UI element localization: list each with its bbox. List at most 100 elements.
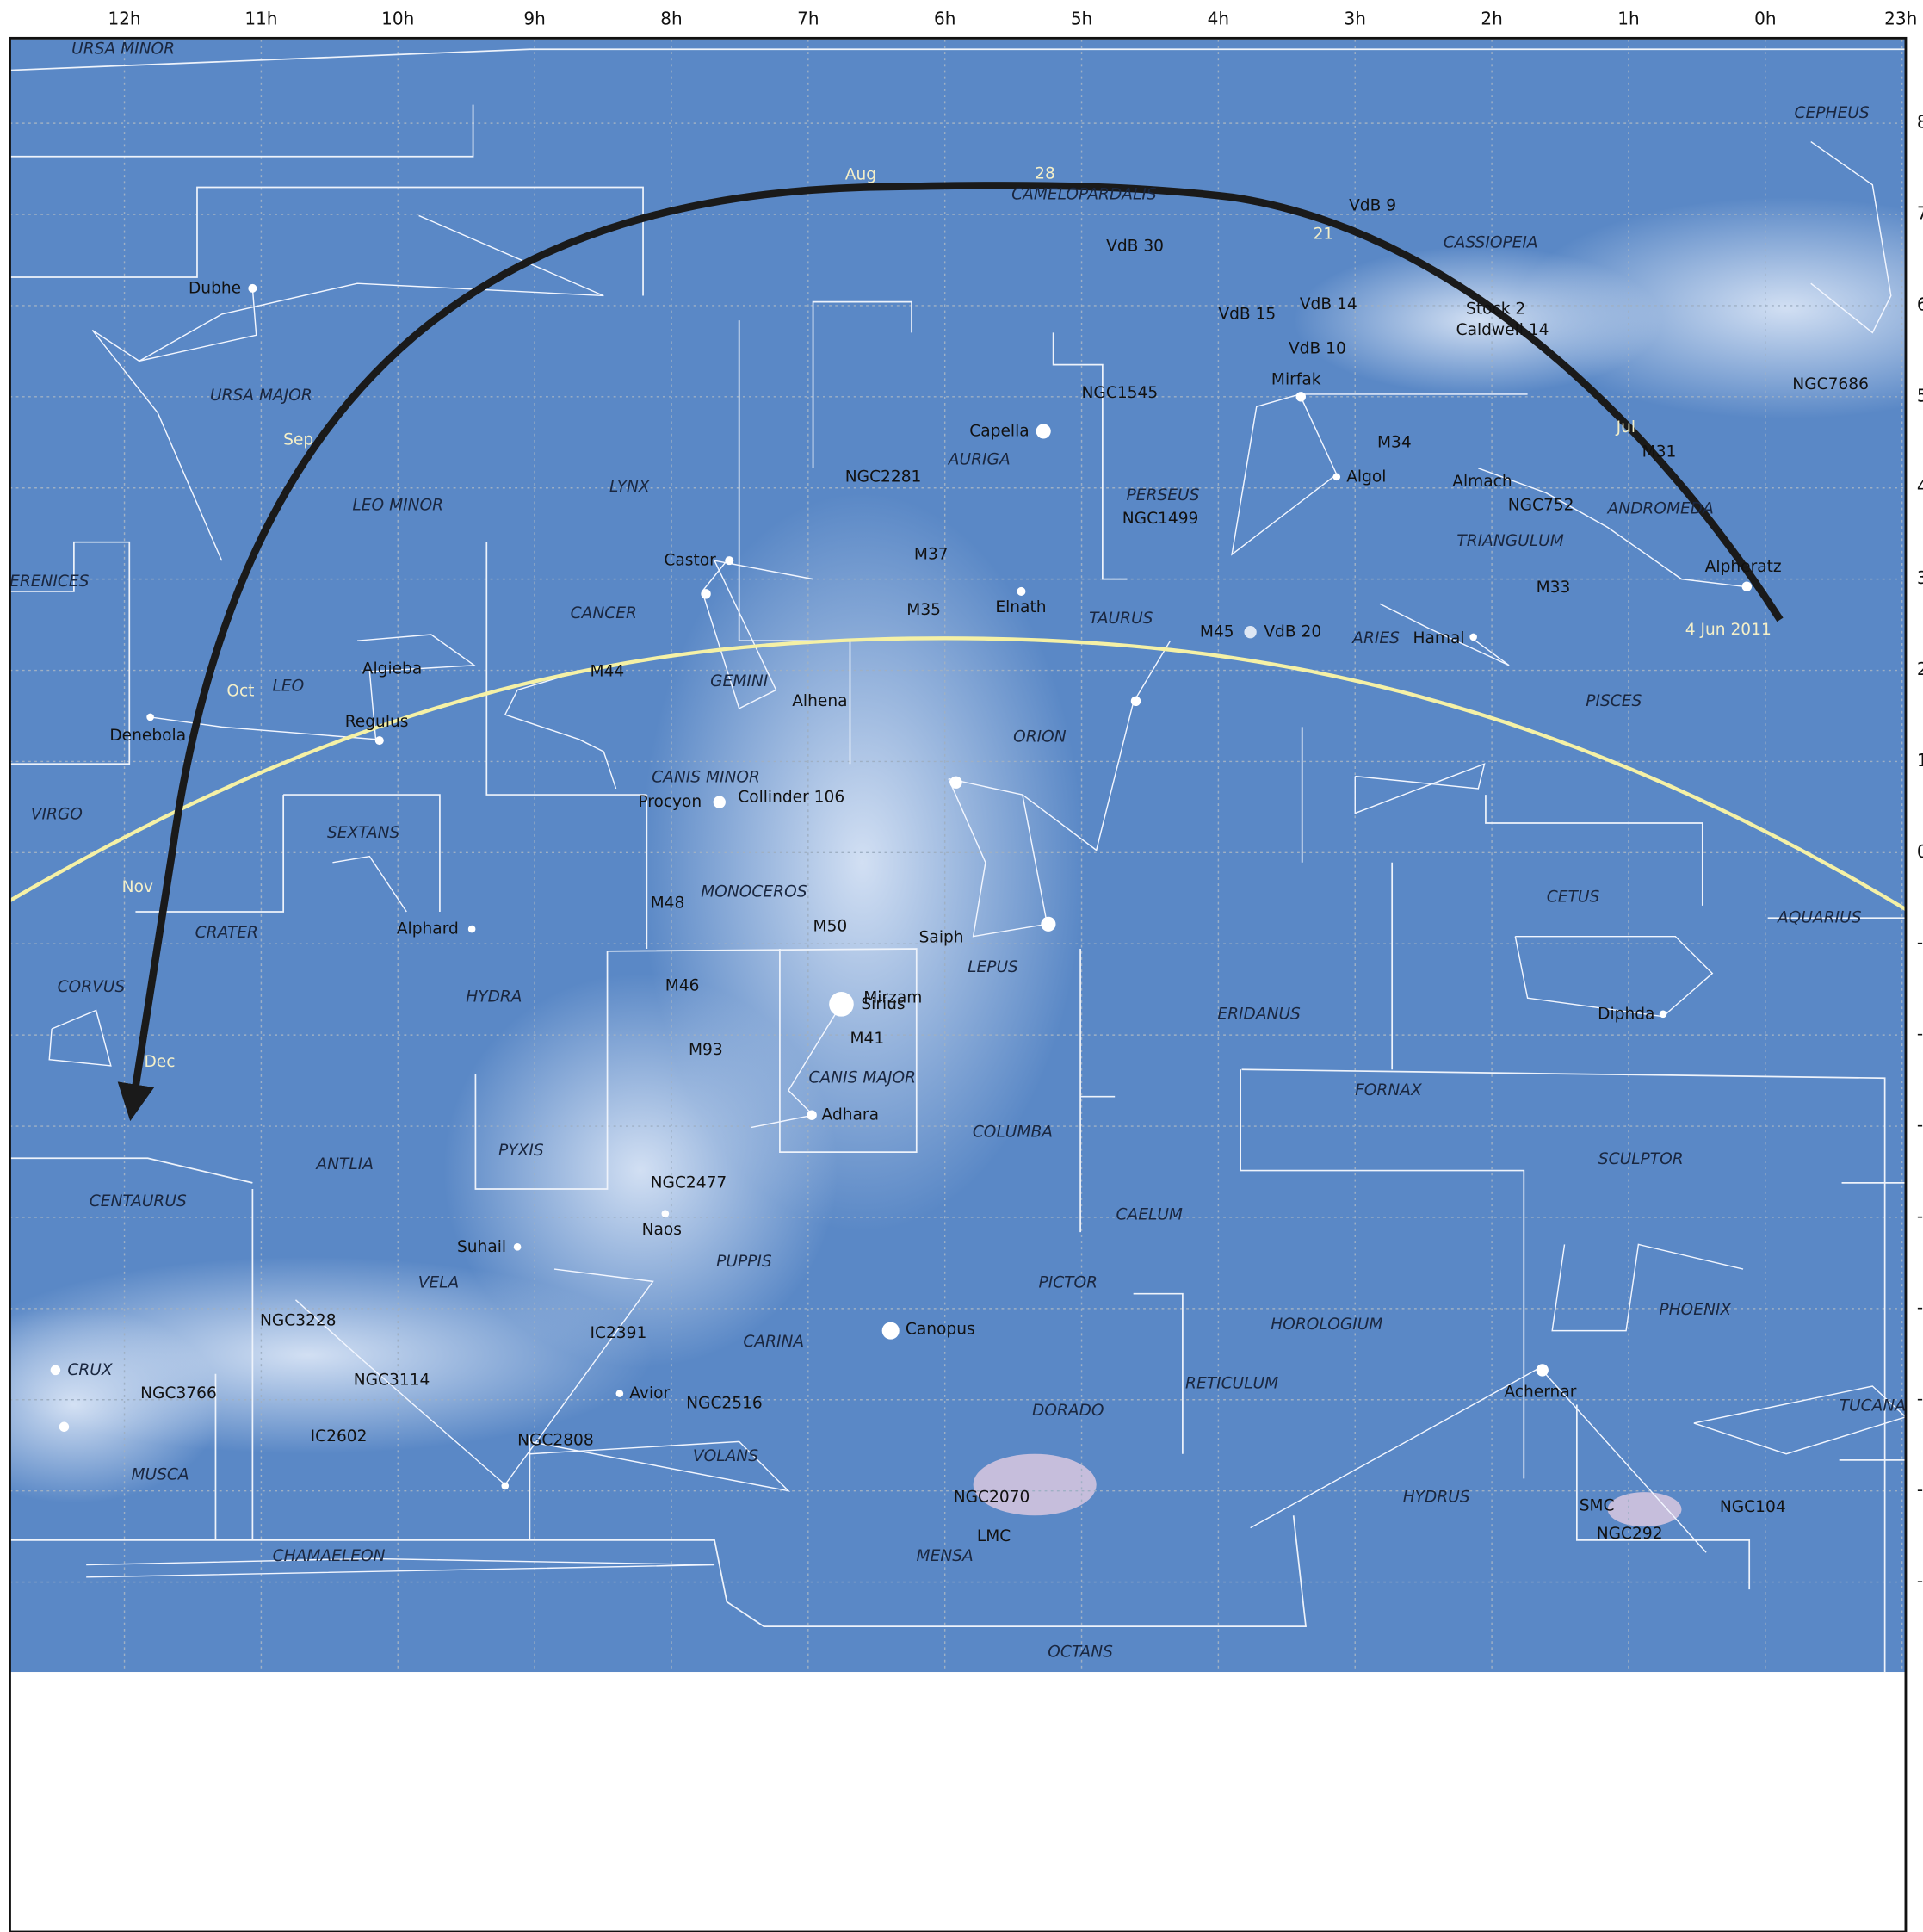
constellation-label: LEPUS bbox=[968, 958, 1018, 976]
object-label: SMC bbox=[1580, 1496, 1615, 1514]
date-label: Nov bbox=[122, 878, 153, 896]
object-label: VdB 15 bbox=[1218, 305, 1276, 323]
date-label: Sep bbox=[283, 430, 313, 449]
object-label: NGC2808 bbox=[517, 1431, 594, 1449]
object-label: Stock 2 bbox=[1466, 300, 1525, 319]
constellation-label: RETICULUM bbox=[1185, 1375, 1278, 1393]
ra-label: 6h bbox=[934, 8, 955, 28]
constellation-label: PISCES bbox=[1586, 692, 1642, 710]
dec-label: - bbox=[1917, 932, 1923, 953]
object-label: Sirius bbox=[861, 995, 905, 1013]
object-label: Dubhe bbox=[189, 279, 241, 297]
constellation-label: URSA MINOR bbox=[71, 40, 175, 59]
constellation-label: CANIS MAJOR bbox=[808, 1069, 916, 1087]
milky-way bbox=[9, 197, 1906, 1527]
ra-label: 11h bbox=[244, 8, 277, 28]
constellation-label: ERENICES bbox=[9, 573, 90, 591]
object-label: Almach bbox=[1452, 473, 1512, 491]
dec-label: 4 bbox=[1917, 476, 1923, 497]
object-label: Achernar bbox=[1504, 1384, 1576, 1402]
object-label: Diphda bbox=[1598, 1005, 1654, 1023]
object-label: NGC7686 bbox=[1792, 375, 1869, 393]
constellation-label: DORADO bbox=[1032, 1402, 1104, 1420]
comet-path bbox=[117, 182, 1784, 1122]
object-label: NGC2477 bbox=[651, 1173, 727, 1192]
object-label: NGC2516 bbox=[686, 1395, 763, 1413]
dec-label: 6 bbox=[1917, 294, 1923, 314]
object-label: Algol bbox=[1346, 468, 1386, 486]
dec-label: 3 bbox=[1917, 567, 1923, 588]
object-label: Collinder 106 bbox=[738, 788, 844, 806]
object-label: M46 bbox=[665, 976, 700, 994]
constellation-label: MUSCA bbox=[131, 1466, 189, 1484]
object-label: Regulus bbox=[345, 713, 409, 731]
constellation-label: GEMINI bbox=[710, 672, 768, 690]
object-label: Procyon bbox=[638, 793, 702, 811]
ra-label: 23h bbox=[1884, 8, 1917, 28]
constellation-label: FORNAX bbox=[1355, 1081, 1423, 1099]
object-label: IC2391 bbox=[591, 1324, 647, 1342]
constellation-label: CRATER bbox=[195, 924, 258, 942]
dec-label: 2 bbox=[1917, 659, 1923, 679]
ra-label: 12h bbox=[108, 8, 140, 28]
constellation-label: LYNX bbox=[609, 478, 651, 496]
date-label: 4 Jun 2011 bbox=[1685, 621, 1772, 639]
dec-label: 1 bbox=[1917, 750, 1923, 771]
constellation-label: LEO MINOR bbox=[352, 496, 443, 514]
stars bbox=[50, 283, 1753, 1490]
dec-label: - bbox=[1917, 1205, 1923, 1226]
constellation-label: PICTOR bbox=[1038, 1273, 1098, 1291]
object-label: VdB 14 bbox=[1300, 295, 1357, 313]
constellation-label: VIRGO bbox=[31, 805, 83, 823]
object-label: M45 bbox=[1200, 623, 1234, 641]
object-label: NGC3114 bbox=[354, 1371, 430, 1389]
constellation-label: CARINA bbox=[743, 1333, 804, 1351]
object-label: NGC2281 bbox=[845, 468, 922, 486]
constellation-label: CENTAURUS bbox=[90, 1192, 187, 1211]
date-label: Aug bbox=[845, 166, 876, 184]
grid bbox=[9, 39, 1906, 1673]
object-label: M50 bbox=[813, 918, 848, 936]
dec-label: 5 bbox=[1917, 385, 1923, 406]
object-label: Algieba bbox=[362, 660, 423, 678]
object-label: M33 bbox=[1537, 579, 1571, 597]
constellation-label: MENSA bbox=[917, 1547, 974, 1565]
boundaries bbox=[9, 48, 1906, 1673]
object-label: NGC3766 bbox=[140, 1384, 217, 1403]
ra-label: 3h bbox=[1345, 8, 1366, 28]
dec-label: - bbox=[1917, 1479, 1923, 1500]
object-label: Mirfak bbox=[1271, 370, 1321, 388]
constellation-label: MONOCEROS bbox=[701, 883, 807, 901]
dec-label: - bbox=[1917, 1388, 1923, 1409]
ecliptic bbox=[9, 636, 1906, 912]
ra-label: 1h bbox=[1617, 8, 1639, 28]
constellation-label: PERSEUS bbox=[1127, 486, 1200, 505]
frame bbox=[9, 36, 1908, 1932]
object-label: Suhail bbox=[457, 1238, 506, 1256]
object-label: Mirzam bbox=[863, 989, 922, 1007]
object-label: VdB 30 bbox=[1106, 238, 1164, 256]
ra-label: 7h bbox=[797, 8, 819, 28]
object-label: NGC1545 bbox=[1082, 384, 1159, 402]
object-label: M35 bbox=[906, 601, 941, 619]
constellation-label: CORVUS bbox=[58, 978, 126, 996]
constellation-label: ANTLIA bbox=[315, 1155, 374, 1173]
object-label: M31 bbox=[1642, 443, 1677, 461]
constellation-label: HOROLOGIUM bbox=[1271, 1316, 1382, 1334]
object-label: Alpheratz bbox=[1705, 558, 1782, 576]
constellation-label: LEO bbox=[273, 678, 305, 696]
ra-label: 5h bbox=[1071, 8, 1092, 28]
ra-label: 10h bbox=[381, 8, 414, 28]
date-label: 21 bbox=[1314, 225, 1334, 243]
object-label: Saiph bbox=[919, 929, 964, 947]
constellation-label: VELA bbox=[418, 1273, 460, 1291]
object-label: NGC104 bbox=[1720, 1498, 1786, 1516]
object-label: Alhena bbox=[792, 692, 847, 710]
object-label: Naos bbox=[642, 1221, 682, 1239]
constellation-label: ERIDANUS bbox=[1217, 1005, 1301, 1023]
constellation-label: CANCER bbox=[571, 604, 637, 622]
constellation-label: HYDRA bbox=[466, 988, 522, 1006]
dec-label: 8 bbox=[1917, 112, 1923, 133]
object-label: M44 bbox=[591, 662, 625, 680]
object-label: M37 bbox=[914, 546, 949, 564]
